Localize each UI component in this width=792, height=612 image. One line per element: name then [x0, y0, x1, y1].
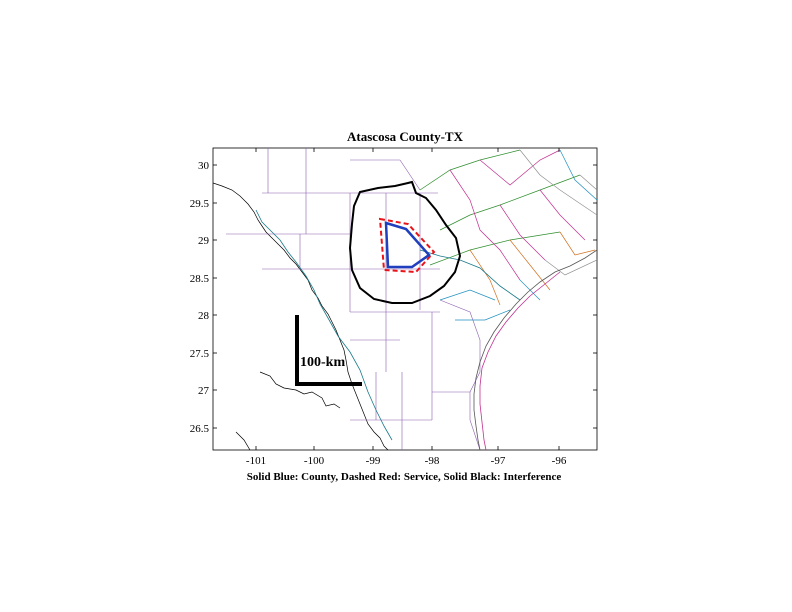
scale-bar-label: 100-km — [300, 355, 345, 370]
eastern-counties — [419, 149, 597, 321]
rivers — [255, 209, 521, 441]
y-tick-label: 28.5 — [190, 273, 210, 285]
y-tick-label: 30 — [198, 160, 210, 172]
interference-contour — [348, 180, 462, 304]
x-tick-labels: -101 -100 -99 -98 -97 -96 — [246, 455, 567, 467]
y-tick-labels: 30 29.5 29 28.5 28 27.5 27 26.5 — [190, 160, 210, 435]
coastline — [473, 249, 597, 450]
x-tick-label: -98 — [425, 455, 440, 467]
x-tick-label: -97 — [491, 455, 506, 467]
county-outline — [384, 221, 431, 269]
y-tick-label: 28 — [198, 310, 210, 322]
plot-frame — [212, 147, 598, 451]
y-axis — [213, 164, 597, 429]
y-tick-label: 26.5 — [190, 423, 210, 435]
x-tick-label: -100 — [304, 455, 325, 467]
y-tick-label: 27.5 — [190, 348, 210, 360]
scale-bar — [295, 315, 362, 386]
x-tick-label: -99 — [366, 455, 381, 467]
y-tick-label: 27 — [198, 385, 210, 397]
service-contour — [378, 217, 436, 274]
x-tick-label: -96 — [552, 455, 567, 467]
x-tick-label: -101 — [246, 455, 266, 467]
y-tick-label: 29.5 — [190, 198, 210, 210]
y-tick-label: 29 — [198, 235, 210, 247]
x-axis — [255, 148, 560, 450]
border-line — [213, 182, 389, 450]
map-caption: Solid Blue: County, Dashed Red: Service,… — [247, 471, 562, 483]
barrier-island — [479, 271, 561, 450]
mexico-line — [235, 371, 341, 450]
map-title: Atascosa County-TX — [347, 129, 464, 144]
map-layers: 100-km — [213, 148, 597, 450]
